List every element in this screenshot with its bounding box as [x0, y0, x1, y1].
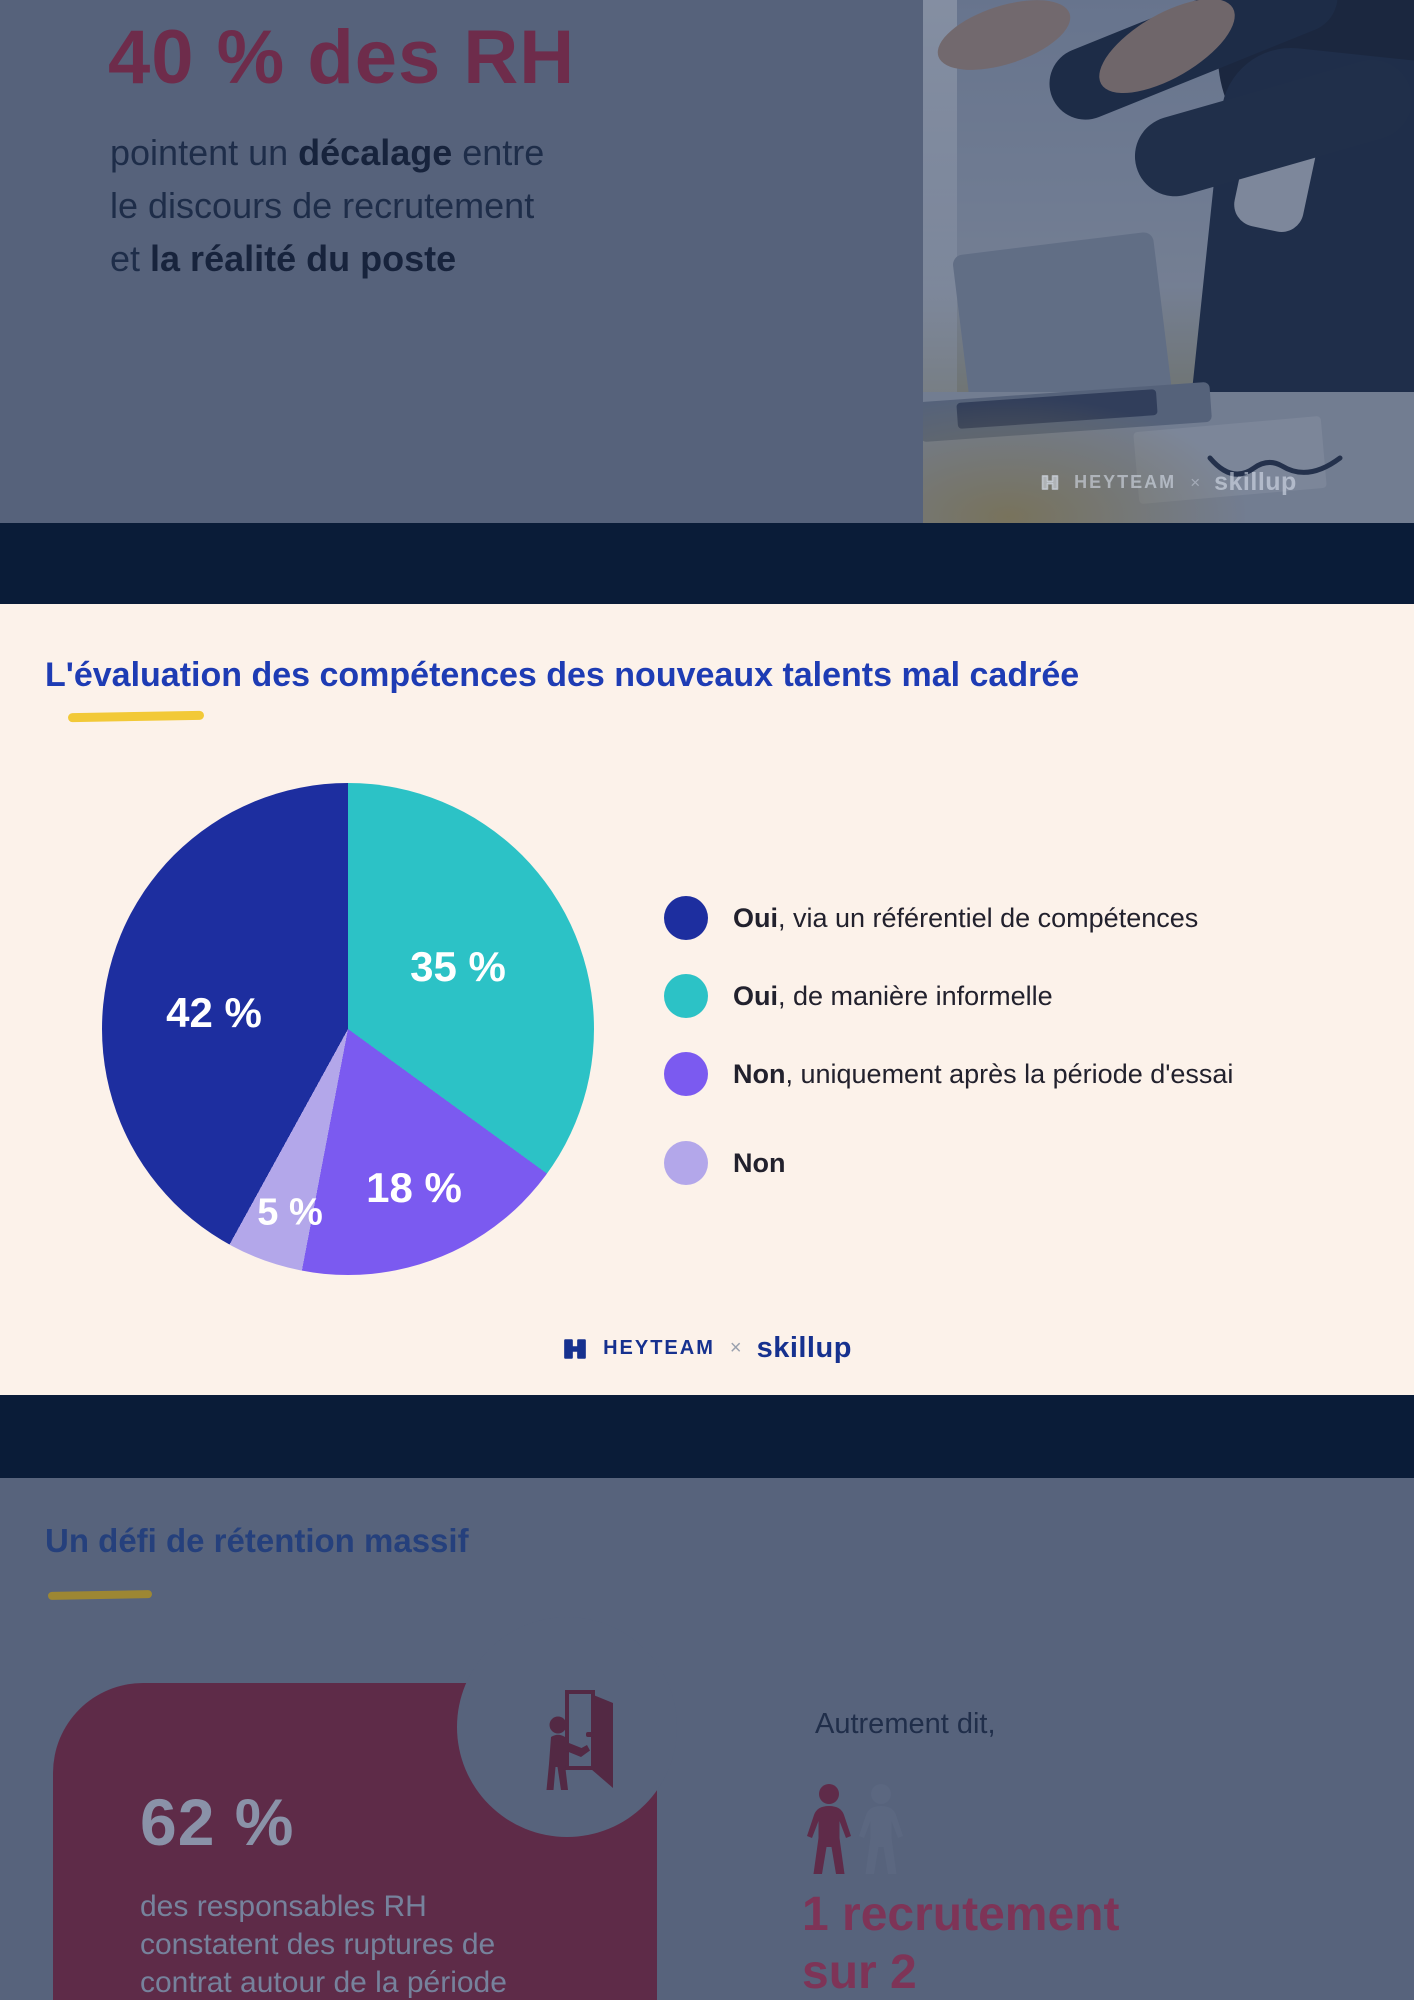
legend-item: Non	[664, 1141, 785, 1185]
watermark-skillup: skillup	[1214, 468, 1297, 496]
legend-swatch-teal	[664, 974, 708, 1018]
pie-label-5: 5 %	[257, 1191, 323, 1234]
aside-stat: 1 recrutement sur 2	[802, 1888, 1120, 1999]
person-faint-icon	[859, 1784, 903, 1874]
heyteam-logo-icon	[564, 1338, 586, 1359]
legend-label: Non, uniquement après la période d'essai	[733, 1058, 1234, 1089]
brand-separator: ×	[729, 1337, 742, 1359]
hero-line1-bold: décalage	[298, 132, 453, 173]
section-title: L'évaluation des compétences des nouveau…	[45, 656, 1080, 694]
heyteam-logo-icon	[1041, 475, 1059, 490]
footer-brand-row: HEYTEAM × skillup	[0, 1332, 1414, 1365]
legend-item: Non, uniquement après la période d'essai	[664, 1052, 1233, 1096]
person-leaving-door-icon	[546, 1690, 613, 1790]
legend-swatch-blue	[664, 896, 708, 940]
brand-skillup: skillup	[756, 1332, 852, 1364]
pie-label-18: 18 %	[366, 1164, 462, 1211]
retention-section: Un défi de rétention massif 62 % des res…	[0, 1478, 1414, 2000]
hero-line3-bold: la réalité du poste	[150, 238, 457, 279]
divider-band-top	[0, 523, 1414, 604]
hero-text: pointent un décalage entre le discours d…	[110, 126, 670, 285]
person-filled-icon	[807, 1784, 851, 1874]
hero-photo: HEYTEAM × skillup	[923, 0, 1414, 523]
legend-item: Oui, de manière informelle	[664, 974, 1053, 1018]
legend-label: Oui, via un référentiel de compétences	[733, 902, 1199, 933]
hero-section: 40 % des RH pointent un décalage entre l…	[0, 0, 1414, 523]
legend-label: Non	[733, 1147, 786, 1178]
title-underline-accent	[67, 710, 205, 723]
pie-chart: 42 % 35 % 18 % 5 %	[102, 783, 594, 1275]
hero-line1-pre: pointent un	[110, 132, 299, 173]
hero-line1-post: entre	[452, 132, 545, 173]
aside-intro: Autrement dit,	[815, 1708, 996, 1740]
title-underline-accent	[47, 1590, 153, 1600]
two-persons-icon	[807, 1784, 903, 1874]
legend-item: Oui, via un référentiel de compétences	[664, 896, 1198, 940]
legend-label: Oui, de manière informelle	[733, 980, 1053, 1011]
pie-label-42: 42 %	[166, 989, 262, 1036]
divider-band-bottom	[0, 1395, 1414, 1478]
hero-line2: le discours de recrutement	[110, 185, 535, 226]
retention-stat-value: 62 %	[140, 1785, 295, 1859]
legend-swatch-lavender	[664, 1141, 708, 1185]
watermark-separator: ×	[1190, 472, 1201, 492]
photo-watermark: HEYTEAM × skillup	[923, 468, 1414, 497]
brand-heyteam: HEYTEAM	[603, 1337, 715, 1359]
photo-dim-overlay	[923, 0, 1414, 523]
hero-line3-pre: et	[110, 238, 151, 279]
legend-swatch-purple	[664, 1052, 708, 1096]
retention-stat-description: des responsables RH constatent des ruptu…	[140, 1890, 507, 1999]
pie-label-35: 35 %	[410, 943, 506, 990]
section-title: Un défi de rétention massif	[45, 1522, 469, 1559]
competency-evaluation-section: L'évaluation des compétences des nouveau…	[0, 604, 1414, 1395]
hero-stat: 40 % des RH	[108, 15, 576, 100]
watermark-heyteam: HEYTEAM	[1074, 472, 1177, 492]
